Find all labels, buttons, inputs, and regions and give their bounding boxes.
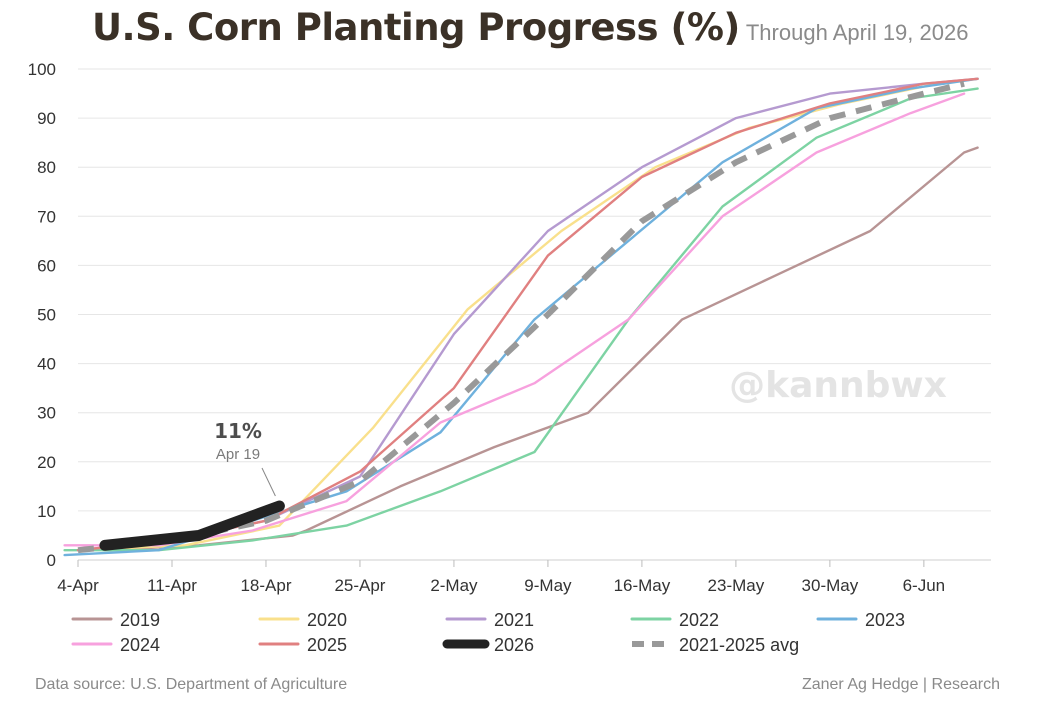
legend-label: 2020 bbox=[307, 610, 347, 630]
annotation-date: Apr 19 bbox=[216, 446, 260, 463]
legend-label: 2026 bbox=[494, 635, 534, 655]
legend: 2019 2020 2021 2022 2023 2024 2025 2026 2021-202… bbox=[71, 610, 905, 655]
legend-label: 2023 bbox=[865, 610, 905, 630]
y-tick-label: 0 bbox=[47, 551, 56, 570]
legend-label: 2021-2025 avg bbox=[679, 635, 799, 655]
y-tick-label: 80 bbox=[37, 158, 56, 177]
x-tick-label: 23-May bbox=[708, 576, 765, 595]
x-tick-label: 4-Apr bbox=[57, 576, 99, 595]
x-tick-label: 16-May bbox=[614, 576, 671, 595]
y-tick-label: 50 bbox=[37, 306, 56, 325]
series-line-2019 bbox=[103, 146, 979, 552]
legend-label: 2025 bbox=[307, 635, 347, 655]
y-tick-label: 30 bbox=[37, 404, 56, 423]
x-tick-label: 2-May bbox=[430, 576, 478, 595]
y-tick-label: 10 bbox=[37, 502, 56, 521]
data-source: Data source: U.S. Department of Agricult… bbox=[35, 676, 348, 693]
series-line-2023 bbox=[63, 77, 979, 557]
axes: 0 10 20 30 40 50 60 70 80 90 100 4-Apr 11-Apr 18-Apr 2… bbox=[28, 60, 991, 595]
legend-label: 2024 bbox=[120, 635, 160, 655]
annotation: 11% Apr 19 bbox=[214, 419, 276, 497]
y-tick-label: 100 bbox=[28, 60, 56, 79]
series-line-2024 bbox=[63, 92, 966, 547]
annotation-leader bbox=[261, 467, 276, 497]
chart-header: U.S. Corn Planting Progress (%) Through A… bbox=[92, 6, 968, 49]
y-tick-label: 40 bbox=[37, 355, 56, 374]
annotation-value: 11% bbox=[214, 419, 262, 443]
x-tick-label: 30-May bbox=[802, 576, 859, 595]
legend-label: 2021 bbox=[494, 610, 534, 630]
series-line-2021-2025-avg bbox=[77, 80, 965, 554]
legend-label: 2019 bbox=[120, 610, 160, 630]
x-tick-label: 9-May bbox=[524, 576, 572, 595]
y-tick-label: 20 bbox=[37, 453, 56, 472]
watermark: @kannbwx bbox=[729, 365, 947, 406]
y-tick-label: 60 bbox=[37, 256, 56, 275]
chart-title: U.S. Corn Planting Progress (%) bbox=[92, 6, 740, 49]
series-lines bbox=[63, 77, 979, 557]
series-line-2026 bbox=[99, 500, 285, 551]
x-tick-label: 6-Jun bbox=[903, 576, 946, 595]
credit: Zaner Ag Hedge | Research bbox=[801, 676, 1000, 693]
gridlines bbox=[78, 68, 991, 512]
y-tick-label: 90 bbox=[37, 109, 56, 128]
chart-subtitle: Through April 19, 2026 bbox=[745, 20, 969, 45]
y-tick-label: 70 bbox=[37, 207, 56, 226]
x-tick-label: 25-Apr bbox=[334, 576, 385, 595]
x-tick-label: 11-Apr bbox=[147, 576, 197, 595]
series-line-2022 bbox=[63, 87, 979, 552]
legend-label: 2022 bbox=[679, 610, 719, 630]
x-tick-label: 18-Apr bbox=[240, 576, 291, 595]
